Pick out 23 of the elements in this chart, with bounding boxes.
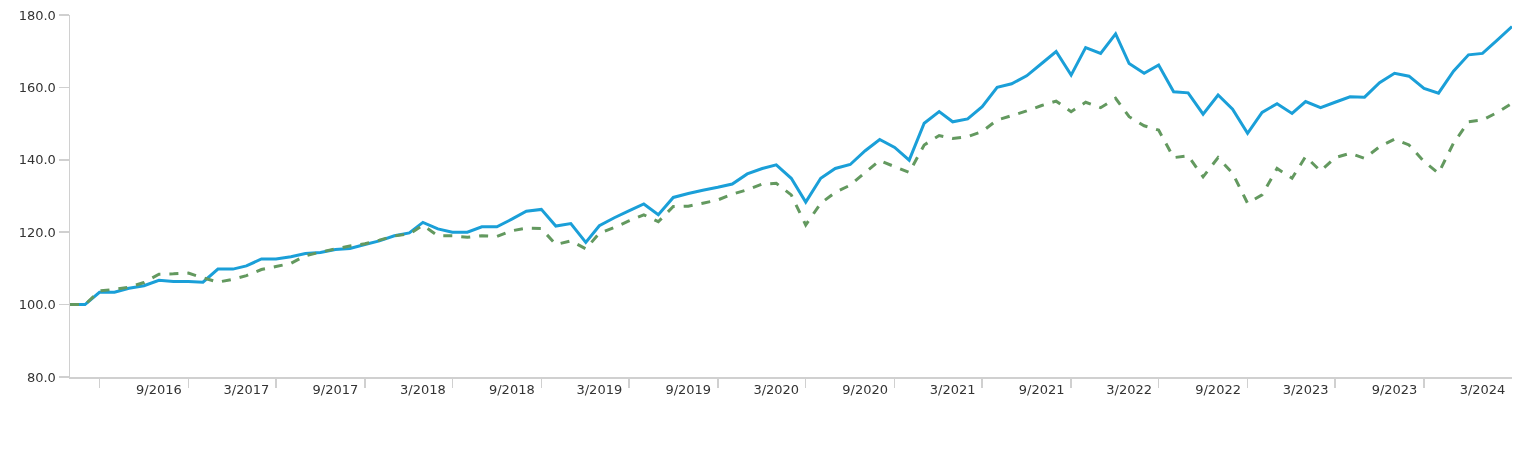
y-tick-label: 80.0 (26, 369, 56, 385)
y-tick-label: 180.0 (18, 7, 56, 23)
x-tick-label: 9/2023 (1371, 382, 1418, 398)
y-tick-label: 120.0 (18, 224, 56, 240)
x-tick-label: 3/2021 (929, 382, 976, 398)
x-tick-label: 9/2019 (665, 382, 712, 398)
x-tick-label: 3/2018 (400, 382, 446, 398)
x-tick-label: 3/2020 (753, 382, 800, 398)
x-tick-label: 9/2018 (488, 382, 535, 398)
x-tick-label: 3/2017 (223, 382, 270, 398)
x-tick-label: 3/2019 (576, 382, 623, 398)
y-tick-label: 140.0 (18, 152, 56, 168)
x-tick-label: 3/2023 (1282, 382, 1329, 398)
x-tick-label: 9/2020 (842, 382, 889, 398)
x-tick-label: 9/2022 (1195, 382, 1241, 398)
x-tick-label: 3/2024 (1459, 382, 1506, 398)
x-tick-label: 9/2017 (312, 382, 359, 398)
x-tick-label: 9/2021 (1018, 382, 1065, 398)
x-tick-label: 3/2022 (1106, 382, 1153, 398)
y-tick-label: 100.0 (18, 297, 56, 313)
x-tick-label: 9/2016 (136, 382, 182, 398)
y-tick-label: 160.0 (18, 79, 56, 95)
line-series (70, 96, 1512, 307)
